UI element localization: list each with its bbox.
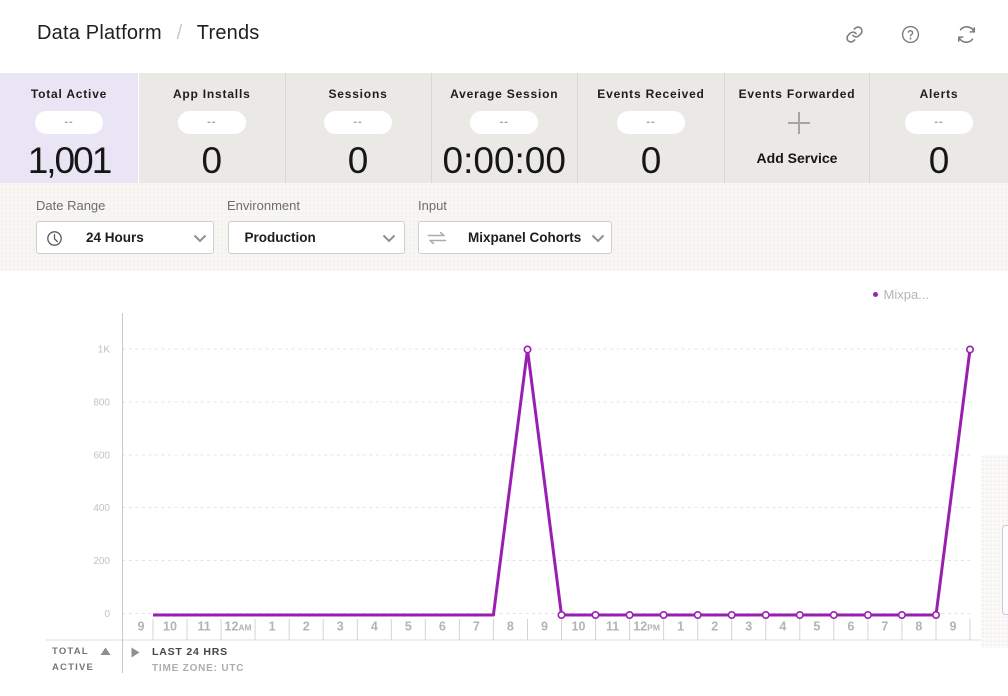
svg-text:10: 10 bbox=[572, 620, 586, 634]
svg-text:3: 3 bbox=[337, 620, 344, 634]
svg-text:12AM: 12AM bbox=[225, 620, 252, 634]
svg-text:12PM: 12PM bbox=[633, 620, 660, 634]
svg-text:600: 600 bbox=[93, 451, 110, 462]
svg-text:7: 7 bbox=[881, 620, 888, 634]
svg-text:8: 8 bbox=[915, 620, 922, 634]
svg-text:11: 11 bbox=[606, 620, 619, 634]
svg-text:5: 5 bbox=[405, 620, 412, 634]
svg-text:7: 7 bbox=[473, 620, 480, 634]
svg-text:4: 4 bbox=[371, 620, 378, 634]
svg-text:6: 6 bbox=[439, 620, 446, 634]
svg-text:400: 400 bbox=[93, 503, 110, 514]
svg-text:800: 800 bbox=[93, 398, 110, 409]
svg-text:2: 2 bbox=[303, 620, 310, 634]
svg-text:5: 5 bbox=[813, 620, 820, 634]
svg-text:8: 8 bbox=[507, 620, 514, 634]
svg-text:1K: 1K bbox=[98, 345, 111, 356]
svg-text:9: 9 bbox=[950, 620, 957, 634]
svg-text:2: 2 bbox=[711, 620, 718, 634]
svg-text:6: 6 bbox=[847, 620, 854, 634]
svg-text:9: 9 bbox=[138, 620, 145, 634]
svg-text:11: 11 bbox=[197, 620, 210, 634]
svg-text:1: 1 bbox=[677, 620, 684, 634]
svg-text:0: 0 bbox=[104, 609, 110, 620]
svg-text:9: 9 bbox=[541, 620, 548, 634]
svg-text:10: 10 bbox=[163, 620, 177, 634]
svg-text:1: 1 bbox=[269, 620, 276, 634]
svg-text:3: 3 bbox=[745, 620, 752, 634]
svg-text:200: 200 bbox=[93, 556, 110, 567]
svg-text:4: 4 bbox=[779, 620, 786, 634]
